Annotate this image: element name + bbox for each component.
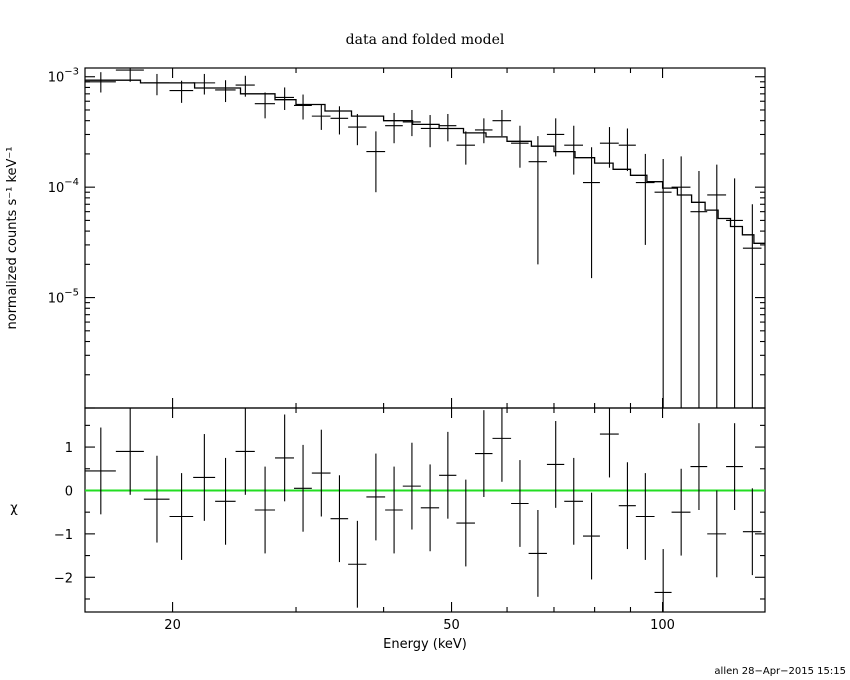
residual-point: [275, 414, 294, 502]
model-step-line: [85, 79, 765, 244]
x-tick-label: 100: [650, 618, 675, 633]
data-point: [115, 68, 144, 82]
x-tick-label: 50: [443, 618, 460, 633]
data-point: [690, 171, 708, 408]
data-points: [85, 68, 762, 408]
bottom-y-tick-label: 0: [65, 484, 73, 499]
top-y-tick-labels: 10−3 10−4 10−5: [48, 67, 79, 307]
data-point: [215, 80, 236, 103]
data-point: [546, 118, 565, 157]
bottom-panel: 1 0 −1 −2 20 50 100 χ Energy (keV): [10, 407, 766, 652]
data-point: [492, 109, 512, 137]
residual-point: [348, 520, 367, 608]
chart-title: data and folded model: [346, 32, 505, 48]
data-point: [707, 164, 727, 408]
data-point: [348, 113, 367, 146]
bottom-y-tick-labels: 1 0 −1 −2: [54, 441, 73, 586]
model-histogram: [85, 79, 765, 244]
bottom-y-tick-label: −1: [54, 528, 73, 543]
residual-point: [690, 423, 708, 510]
data-point: [193, 73, 216, 95]
residual-point: [293, 444, 312, 532]
residual-point: [511, 460, 529, 547]
residual-point: [311, 429, 331, 517]
data-point: [474, 118, 493, 144]
top-y-axis-label: normalized counts s⁻¹ keV⁻¹: [5, 147, 20, 330]
residual-point: [546, 421, 565, 508]
data-point: [439, 113, 457, 142]
residual-point: [707, 490, 727, 578]
residual-point: [215, 457, 236, 545]
bottom-panel-frame: [84, 407, 766, 613]
residual-point: [439, 431, 457, 519]
residual-point: [528, 510, 547, 597]
data-point: [599, 127, 619, 168]
residual-point: [235, 408, 255, 495]
data-point: [275, 87, 294, 110]
data-point: [235, 75, 255, 97]
data-point: [311, 104, 331, 130]
residual-point: [402, 442, 421, 530]
top-y-ticks: [85, 76, 765, 409]
residual-point: [169, 473, 194, 560]
residual-point: [330, 475, 349, 563]
data-point: [402, 109, 421, 137]
bottom-y-axis-label: χ: [10, 501, 18, 516]
residual-point: [654, 549, 672, 612]
residual-points: [85, 408, 762, 612]
residual-point: [742, 488, 762, 576]
residual-point: [492, 408, 512, 482]
bottom-x-tick-labels: 20 50 100: [164, 618, 675, 633]
data-point: [456, 131, 475, 165]
data-point: [254, 92, 276, 119]
data-point: [385, 112, 403, 144]
residual-point: [420, 464, 440, 552]
residual-point: [599, 408, 619, 478]
x-axis-label: Energy (keV): [383, 637, 467, 652]
top-panel: 10−3 10−4 10−5 normalized counts s⁻¹ keV⁻¹: [5, 67, 766, 409]
residual-point: [474, 410, 493, 497]
residual-point: [635, 473, 655, 560]
data-point: [742, 204, 762, 408]
data-point: [169, 80, 194, 103]
residual-point: [254, 466, 276, 554]
bottom-x-ticks: [172, 408, 664, 612]
top-y-tick-label: 10−3: [48, 67, 79, 86]
timestamp-footer: allen 28−Apr−2015 15:15: [714, 666, 846, 677]
residual-point: [143, 455, 170, 543]
residual-point: [366, 453, 386, 541]
data-point: [420, 115, 440, 148]
data-point: [330, 106, 349, 135]
data-point: [654, 158, 672, 408]
residual-point: [671, 468, 691, 556]
bottom-y-tick-label: 1: [65, 441, 73, 456]
residual-point: [564, 457, 583, 545]
data-point: [635, 153, 655, 245]
top-x-ticks: [172, 68, 664, 408]
residual-point: [115, 408, 144, 495]
bottom-y-tick-label: −2: [54, 571, 73, 586]
residual-point: [582, 492, 600, 580]
residual-point: [618, 462, 636, 550]
data-point: [528, 136, 547, 265]
data-point: [726, 178, 743, 408]
residual-point: [385, 466, 403, 554]
data-point: [511, 125, 529, 168]
x-tick-label: 20: [164, 618, 181, 633]
data-point: [143, 73, 170, 96]
residual-point: [456, 479, 475, 567]
residual-point: [726, 423, 743, 510]
data-point: [582, 147, 600, 279]
data-point: [85, 72, 116, 93]
data-point: [618, 128, 636, 172]
top-y-tick-label: 10−4: [48, 177, 79, 196]
residual-point: [193, 434, 216, 521]
residual-point: [85, 427, 116, 515]
data-point: [366, 131, 386, 193]
data-point: [564, 125, 583, 175]
data-point: [293, 94, 312, 120]
top-y-tick-label: 10−5: [48, 288, 79, 307]
data-point: [671, 156, 691, 408]
